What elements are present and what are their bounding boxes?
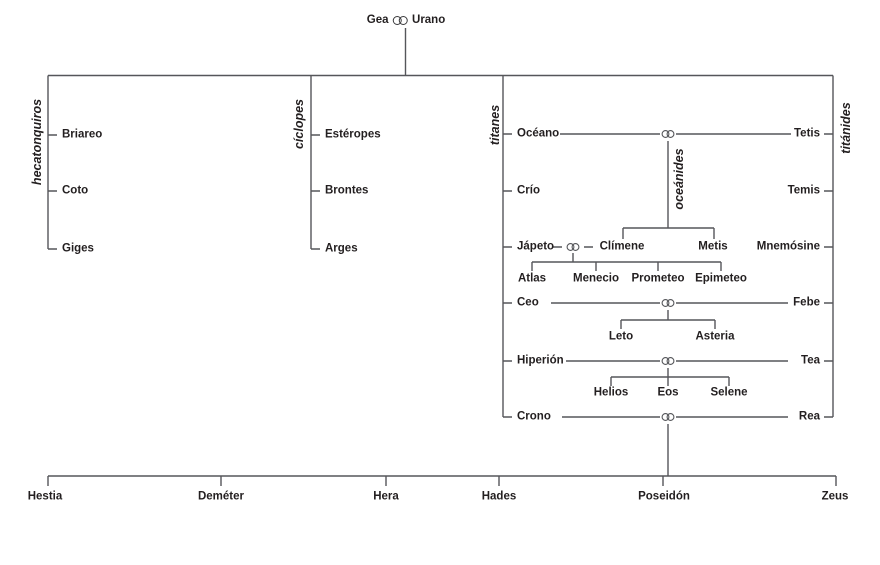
marriage-rings-icon xyxy=(661,299,675,307)
person-label: Febe xyxy=(793,296,820,309)
person-label: Zeus xyxy=(821,490,849,503)
person-label: Tetis xyxy=(794,127,820,140)
person-label: Jápeto xyxy=(517,240,555,253)
bottom-rail-bracket xyxy=(47,475,837,486)
group-label-hecatonquiros: hecatonquiros xyxy=(30,98,44,186)
hecatonquiros-bracket xyxy=(47,75,57,250)
person-label: Crono xyxy=(517,410,551,423)
person-label: Helios xyxy=(593,386,629,399)
person-label: Atlas xyxy=(517,272,547,285)
oceanides-descent-bracket xyxy=(622,141,715,239)
person-label: Leto xyxy=(608,330,634,343)
hiperion-children-bracket xyxy=(610,368,730,386)
group-label-titanides: titánides xyxy=(839,102,853,154)
person-label: Hiperión xyxy=(517,354,564,367)
ciclopes-bracket xyxy=(310,75,320,250)
person-label: Mnemósine xyxy=(756,240,820,253)
marriage-rings-icon xyxy=(661,130,675,138)
group-label-ciclopes: cíclopes xyxy=(292,98,306,150)
person-label: Prometeo xyxy=(631,272,685,285)
person-label: Menecio xyxy=(572,272,620,285)
person-label: Temis xyxy=(787,184,820,197)
person-label: Rea xyxy=(798,410,820,423)
person-label: Hera xyxy=(373,490,399,503)
person-label: Epimeteo xyxy=(695,272,747,285)
person-label: Poseidón xyxy=(638,490,690,503)
marriage-rings-icon xyxy=(661,357,675,365)
group-label-oceanides: oceánides xyxy=(672,148,686,210)
group-label-titanes: titanes xyxy=(488,104,502,146)
person-label: Hestia xyxy=(27,490,63,503)
person-label: Briareo xyxy=(62,128,103,141)
person-label: Ceo xyxy=(517,296,539,309)
person-label: Coto xyxy=(62,184,89,197)
person-label: Crío xyxy=(517,184,540,197)
person-urano: Urano xyxy=(412,14,446,26)
marriage-rings-icon xyxy=(566,243,580,251)
person-label: Estéropes xyxy=(325,128,381,141)
person-label: Océano xyxy=(517,127,560,140)
marriage-rings-icon xyxy=(661,413,675,421)
japeto-children-bracket xyxy=(531,253,722,271)
marriage-rings-icon xyxy=(392,15,409,25)
person-label: Tea xyxy=(801,354,820,367)
titanides-bracket xyxy=(824,75,834,418)
root-couple: Gea Urano xyxy=(367,14,445,26)
ceo-children-bracket xyxy=(620,310,716,329)
person-label: Deméter xyxy=(197,490,245,503)
person-label: Arges xyxy=(325,242,358,255)
person-label: Selene xyxy=(710,386,748,399)
person-label: Giges xyxy=(62,242,94,255)
person-label: Asteria xyxy=(695,330,735,343)
person-label: Clímene xyxy=(599,240,645,253)
titanes-bracket xyxy=(502,75,512,418)
person-label: Hades xyxy=(481,490,517,503)
person-label: Brontes xyxy=(325,184,369,197)
person-label: Metis xyxy=(698,240,728,253)
person-label: Eos xyxy=(657,386,679,399)
person-gea: Gea xyxy=(366,14,389,26)
